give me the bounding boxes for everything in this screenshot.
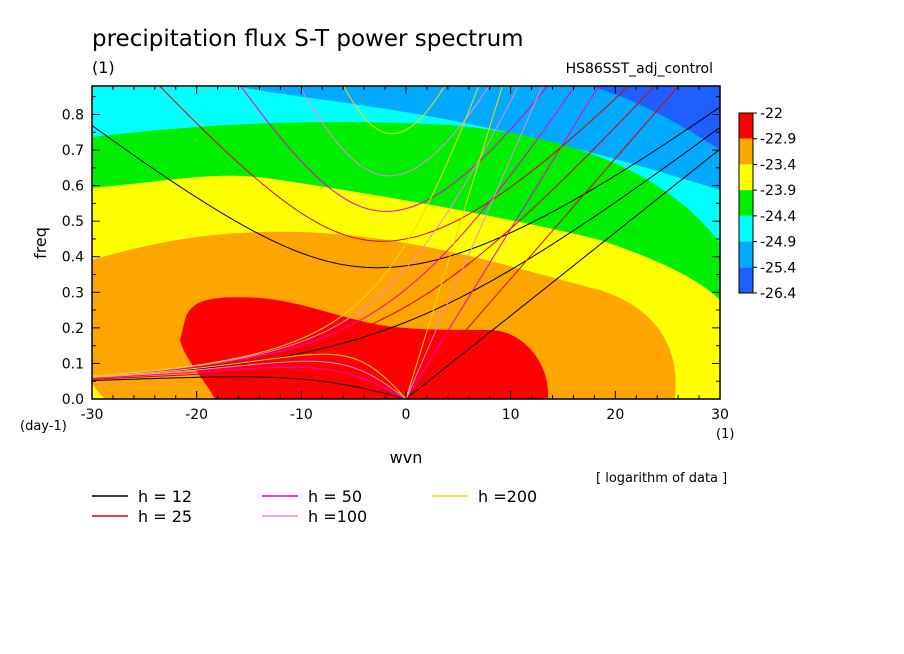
legend-label-h100: h =100: [308, 507, 367, 526]
curve-mrg-h12: [92, 126, 720, 378]
y-tick-label: 0.1: [62, 356, 84, 372]
colorbar-label: -22.9: [760, 132, 796, 148]
y-tick-label: 0.3: [62, 285, 84, 301]
colorbar-swatch: [739, 241, 753, 268]
legend-label-h12: h = 12: [138, 487, 192, 506]
colorbar-label: -24.9: [760, 235, 796, 251]
curve-kelvin-h25: [405, 86, 680, 399]
x-tick-label: 30: [711, 407, 729, 423]
colorbar-label: -23.9: [760, 183, 796, 199]
plot-area: [92, 86, 720, 399]
colorbar-swatch: [739, 215, 753, 242]
colorbar-label: -23.4: [760, 157, 796, 173]
y-tick-label: 0.0: [62, 392, 84, 408]
y-tick-labels: 0.0 0.1 0.2 0.3 0.4 0.5 0.6 0.7 0.8: [62, 107, 84, 408]
curve-mrg-h50: [92, 86, 576, 377]
curve-mrg-h25: [92, 86, 656, 378]
curve-kelvin-h50: [405, 86, 600, 399]
curve-ig1-h25: [158, 86, 630, 242]
curve-kelvin-h100: [405, 86, 543, 399]
y-tick-label: 0.8: [62, 107, 84, 123]
x-tick-label: 10: [502, 407, 520, 423]
x-axis-label: wvn: [390, 448, 423, 467]
curve-mrg-h200: [92, 86, 480, 377]
y-tick-label: 0.7: [62, 143, 84, 159]
curve-er1-h25: [92, 371, 407, 399]
colorbar-frame: [738, 112, 754, 294]
colorbar-swatch: [739, 113, 753, 139]
curve-er1-h100: [92, 360, 407, 399]
curve-kelvin-h200: [405, 86, 503, 399]
legend-label-h200: h =200: [478, 487, 537, 506]
curve-kelvin-h12: [405, 148, 720, 399]
curve-er1-h12: [92, 376, 407, 399]
curve-mrg-h100: [92, 86, 520, 377]
colorbar-swatch: [739, 138, 753, 165]
colorbar-swatch: [739, 164, 753, 191]
colorbar-label: -26.4: [760, 286, 796, 302]
y-axis-label: freq: [31, 227, 50, 259]
x-unit-label: (1): [716, 427, 734, 442]
y-unit-label: (day-1): [20, 419, 67, 434]
curve-er1-h50: [92, 366, 407, 399]
x-tick-label: -30: [81, 407, 104, 423]
y-tick-label: 0.6: [62, 179, 84, 195]
curve-ig1-h50: [240, 86, 549, 212]
curve-legend: h = 12h = 25 h = 50h =100 h =200: [92, 487, 537, 526]
y-tick-label: 0.2: [62, 321, 84, 337]
colorbar-swatch: [739, 190, 753, 216]
y-tick-label: 0.5: [62, 214, 84, 230]
curve-ig1-h12: [92, 106, 720, 269]
run-label: HS86SST_adj_control: [566, 61, 713, 77]
colorbar-swatch: [739, 267, 753, 293]
colorbar-label: -25.4: [760, 260, 796, 276]
curve-ig1-h200: [343, 86, 446, 135]
x-tick-label: -10: [290, 407, 313, 423]
x-tick-label: 20: [606, 407, 624, 423]
log-note: [ logarithm of data ]: [596, 471, 727, 486]
curve-ig1-h100: [298, 86, 490, 177]
plot-frame: [91, 85, 721, 400]
colorbar-label: -24.4: [760, 209, 796, 225]
colorbar-label: -22: [760, 106, 783, 122]
y-tick-label: 0.4: [62, 250, 84, 266]
x-tick-label: 0: [402, 407, 411, 423]
legend-label-h25: h = 25: [138, 507, 192, 526]
unit-label: (1): [92, 58, 115, 77]
chart-title: precipitation flux S-T power spectrum: [92, 26, 524, 52]
band-level-1: [180, 297, 549, 399]
dispersion-curves: [92, 86, 720, 399]
colorbar: -22 -22.9 -23.4 -23.9 -24.4 -24.9 -25.4 -26.4: [738, 106, 796, 302]
legend-label-h50: h = 50: [308, 487, 362, 506]
x-tick-label: -20: [185, 407, 208, 423]
x-tick-labels: -30 -20 -10 0 10 20 30: [81, 407, 729, 423]
curve-er1-h200: [92, 353, 407, 399]
